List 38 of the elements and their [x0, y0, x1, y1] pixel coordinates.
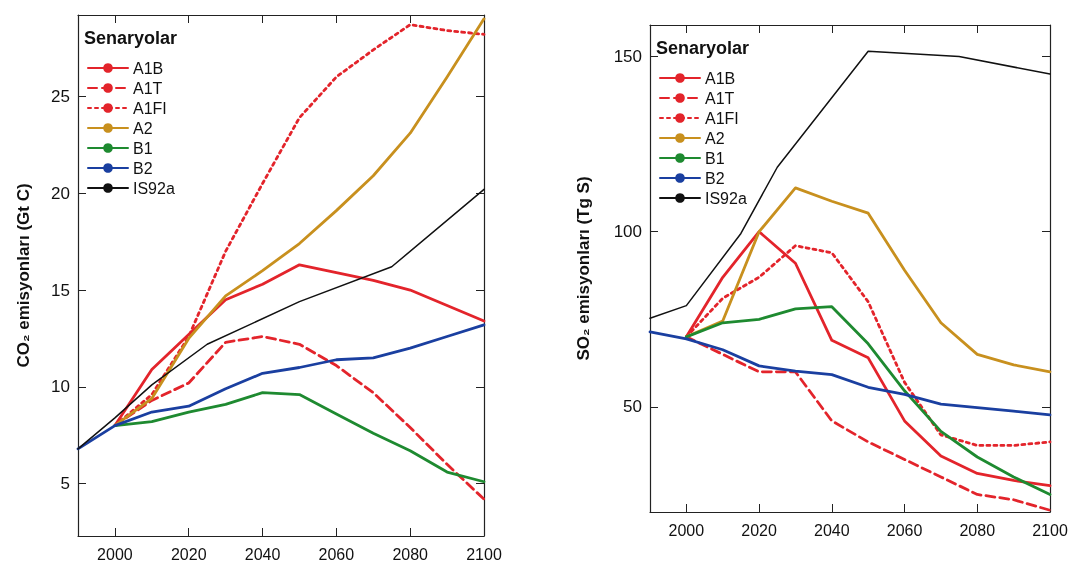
y-tick-label: 10: [51, 377, 70, 397]
y-tick-label: 50: [623, 397, 642, 417]
x-tick-label: 2000: [668, 521, 705, 539]
x-tick-label: 2060: [886, 521, 923, 539]
legend-label: A1T: [705, 89, 735, 107]
legend-label: B2: [133, 159, 153, 177]
x-tick-label: 2000: [97, 545, 133, 562]
legend-label: B1: [705, 149, 725, 167]
x-tick-label: 2080: [392, 545, 429, 562]
x-tick-label: 2020: [170, 545, 207, 562]
legend-label: A2: [705, 129, 725, 147]
legend-label: A1FI: [133, 99, 167, 117]
y-tick-label: 100: [613, 222, 642, 242]
x-tick-label: 2060: [318, 545, 355, 562]
legend-label: A1B: [705, 69, 736, 87]
legend-label: B1: [133, 139, 153, 157]
x-tick-label: 2040: [814, 521, 850, 539]
legend-label: A1B: [133, 59, 164, 77]
y-tick-label: 5: [60, 474, 70, 494]
x-tick-label: 2020: [741, 521, 777, 539]
x-tick-label: 2040: [244, 545, 281, 562]
legend-title: Senaryolar: [84, 28, 178, 48]
legend-label: A1T: [133, 79, 163, 97]
x-tick-label: 2100: [466, 545, 502, 562]
y-tick-label: 15: [51, 280, 70, 300]
legend-label: A1FI: [705, 109, 739, 127]
legend-label: IS92a: [133, 179, 175, 197]
y-tick-label: 25: [51, 86, 70, 106]
legend-title: Senaryolar: [656, 38, 750, 58]
y-axis-title: CO₂ emisyonları (Gt C): [14, 183, 33, 368]
y-tick-label: 20: [51, 183, 70, 203]
y-tick-label: 150: [613, 47, 642, 67]
legend-label: A2: [133, 119, 153, 137]
legend-label: B2: [705, 169, 725, 187]
legend-label: IS92a: [705, 189, 747, 207]
y-axis-title: SO₂ emisyonları (Tg S): [574, 176, 593, 361]
x-tick-label: 2080: [959, 521, 996, 539]
x-tick-label: 2100: [1032, 521, 1068, 539]
